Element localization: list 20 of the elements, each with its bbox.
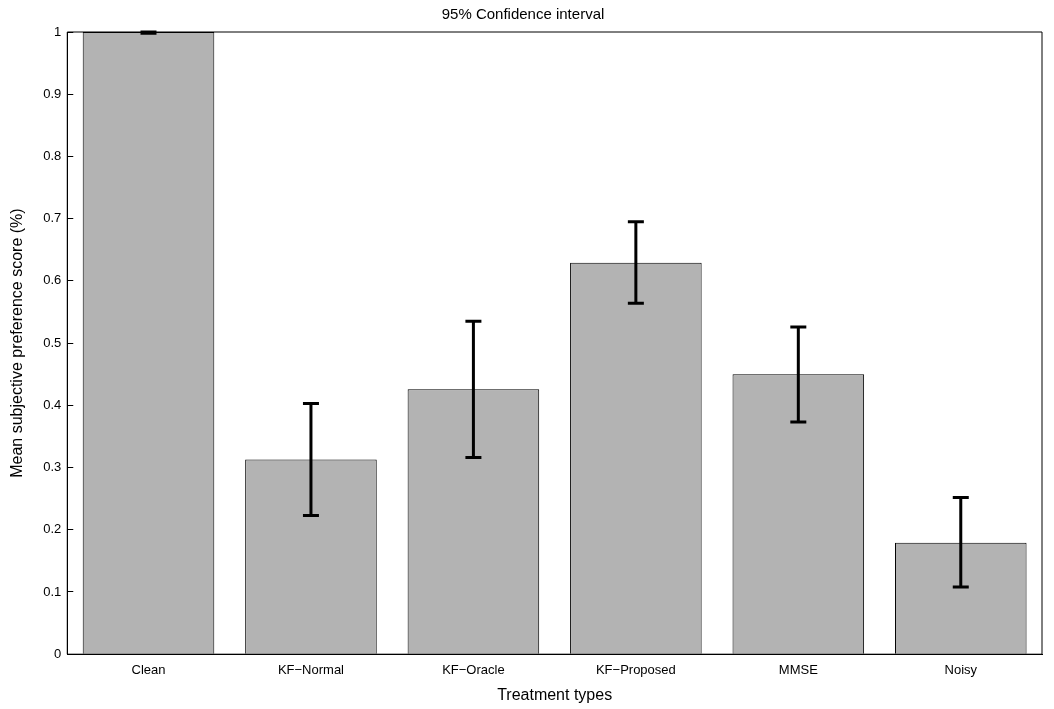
chart-title: 95% Confidence interval (441, 5, 605, 23)
x-tick-label: Noisy (944, 661, 978, 677)
y-tick-label: 0.5 (43, 334, 62, 350)
y-tick-label: 0.4 (43, 396, 62, 412)
y-tick-label: 0 (54, 645, 62, 661)
y-tick-label: 1 (54, 23, 62, 39)
x-tick-label: MMSE (778, 661, 819, 677)
x-tick-label: KF−Oracle (442, 661, 505, 677)
x-tick-label: Clean (131, 661, 166, 677)
y-tick-label: 0.9 (43, 85, 62, 101)
x-tick-label: KF−Proposed (595, 661, 676, 677)
y-tick-label: 0.6 (43, 272, 62, 288)
y-tick-label: 0.8 (43, 148, 62, 164)
x-axis-title: Treatment types (497, 685, 613, 703)
y-axis-title: Mean subjective preference score (%) (8, 208, 26, 478)
x-tick-label: KF−Normal (277, 661, 345, 677)
y-tick-label: 0.7 (43, 210, 62, 226)
y-tick-label: 0.2 (43, 521, 62, 537)
y-tick-label: 0.3 (43, 459, 62, 475)
y-tick-label: 0.1 (43, 583, 62, 599)
